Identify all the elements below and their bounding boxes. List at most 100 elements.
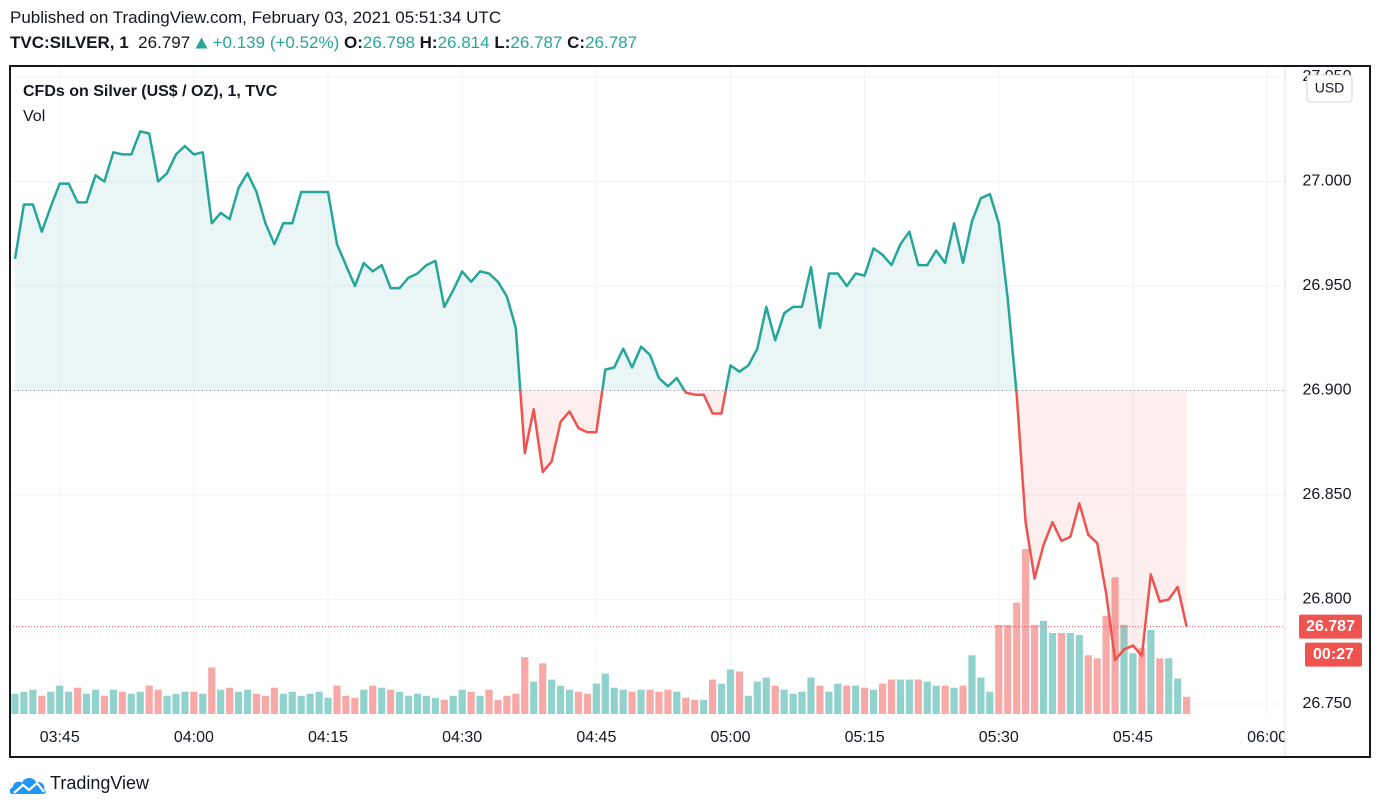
volume-bar bbox=[1174, 678, 1182, 714]
volume-bar bbox=[252, 693, 261, 714]
x-tick-label: 05:30 bbox=[979, 729, 1019, 746]
volume-bar bbox=[914, 679, 922, 714]
volume-bar bbox=[190, 691, 198, 714]
volume-bar bbox=[404, 695, 413, 714]
logo bbox=[9, 777, 46, 794]
volume-bar bbox=[861, 687, 869, 714]
volume-bar bbox=[351, 697, 359, 714]
x-tick-label: 05:15 bbox=[845, 729, 885, 746]
volume-bar bbox=[583, 693, 591, 714]
y-tick-label: 26.950 bbox=[1303, 277, 1352, 294]
volume-bar bbox=[1030, 624, 1039, 714]
volume-bar bbox=[646, 689, 654, 714]
volume-bar bbox=[360, 689, 368, 714]
volume-bar bbox=[109, 689, 117, 714]
volume-bar bbox=[744, 695, 752, 714]
x-tick-label: 05:00 bbox=[710, 729, 750, 746]
volume-bar bbox=[145, 685, 153, 714]
volume-bar bbox=[297, 695, 305, 714]
volume-bar bbox=[261, 695, 270, 714]
published: Published on TradingView.com, February 0… bbox=[10, 8, 502, 27]
volume-bar bbox=[440, 699, 448, 714]
volume-bar bbox=[932, 685, 940, 714]
y-tick-label: 26.800 bbox=[1303, 591, 1352, 608]
volume-bar bbox=[664, 689, 672, 714]
ohlc-value: 26.787 bbox=[585, 33, 638, 52]
volume-bar bbox=[82, 693, 91, 714]
volume-bar bbox=[709, 679, 717, 714]
x-tick-label: 04:30 bbox=[442, 729, 482, 746]
volume-bar bbox=[807, 677, 815, 714]
volume-bar bbox=[467, 691, 475, 714]
volume-bar bbox=[485, 689, 493, 714]
volume-bar bbox=[610, 687, 618, 714]
volume-bar bbox=[1075, 635, 1083, 714]
volume-bar bbox=[682, 697, 690, 714]
symbol: TVC:SILVER, 1 bbox=[10, 33, 129, 52]
volume-bar bbox=[986, 691, 994, 714]
volume-bar bbox=[20, 691, 28, 714]
price: 26.797 bbox=[138, 33, 191, 52]
volume-bar bbox=[127, 693, 135, 714]
volume-bar bbox=[735, 671, 744, 714]
volume-bar bbox=[512, 693, 520, 714]
volume-bar bbox=[825, 691, 833, 714]
volume-bar bbox=[413, 693, 422, 714]
ohlc-value: 26.798 bbox=[362, 33, 415, 52]
ohlc-label: L: bbox=[494, 33, 511, 52]
volume-bar bbox=[181, 691, 189, 714]
volume-bar bbox=[798, 691, 806, 714]
volume-bar bbox=[226, 687, 234, 714]
frame bbox=[9, 65, 1371, 758]
brand: TradingView bbox=[50, 773, 150, 793]
volume-bar bbox=[270, 687, 278, 714]
volume-bar bbox=[1093, 658, 1101, 714]
x-tick-label: 04:00 bbox=[174, 729, 214, 746]
volume-bar bbox=[843, 685, 851, 714]
ohlc-label: C: bbox=[567, 33, 586, 52]
volume-bar bbox=[100, 695, 109, 714]
volume-bar bbox=[118, 691, 126, 714]
volume-bar bbox=[1013, 602, 1021, 714]
volume-bar bbox=[1183, 696, 1191, 714]
volume-bar bbox=[333, 685, 341, 714]
volume-bar bbox=[753, 681, 761, 714]
y-tick-label: 27.000 bbox=[1303, 173, 1352, 190]
volume-bar bbox=[691, 699, 699, 714]
last-price-box bbox=[1299, 614, 1362, 639]
volume-bar bbox=[1138, 648, 1146, 714]
volume-bar bbox=[306, 693, 314, 714]
volume-bar bbox=[923, 681, 931, 714]
currency-badge[interactable] bbox=[1306, 74, 1353, 103]
volume-bar bbox=[74, 687, 82, 714]
countdown: 00:27 bbox=[1313, 646, 1354, 663]
volume-bar bbox=[29, 689, 37, 714]
volume-bar bbox=[476, 695, 484, 714]
volume-bar bbox=[369, 685, 377, 714]
countdown-box bbox=[1305, 642, 1362, 667]
y-tick-label: 26.750 bbox=[1303, 695, 1352, 712]
volume-bar bbox=[592, 683, 600, 714]
currency: USD bbox=[1315, 80, 1345, 96]
volume-bar bbox=[56, 685, 64, 714]
volume-bar bbox=[887, 679, 896, 714]
volume-bar bbox=[530, 681, 538, 714]
x-tick-label: 05:45 bbox=[1113, 729, 1153, 746]
volume-bar bbox=[1039, 620, 1048, 714]
volume-bar bbox=[279, 693, 287, 714]
volume-bar bbox=[726, 669, 735, 714]
last-price-label: 26.787 bbox=[1306, 618, 1355, 635]
volume-bar bbox=[395, 691, 404, 714]
volume-bar bbox=[47, 691, 55, 714]
volume-bar bbox=[449, 695, 457, 714]
volume-bar bbox=[995, 624, 1003, 714]
volume-bar bbox=[548, 679, 556, 714]
volume-bar bbox=[655, 691, 663, 714]
volume-bar bbox=[172, 693, 180, 714]
volume-bar bbox=[601, 673, 609, 714]
y-tick-label: 26.850 bbox=[1303, 486, 1352, 503]
volume-bar bbox=[38, 695, 46, 714]
volume-bar bbox=[905, 679, 913, 714]
volume-bar bbox=[1004, 624, 1012, 714]
volume-bar bbox=[1048, 633, 1057, 714]
